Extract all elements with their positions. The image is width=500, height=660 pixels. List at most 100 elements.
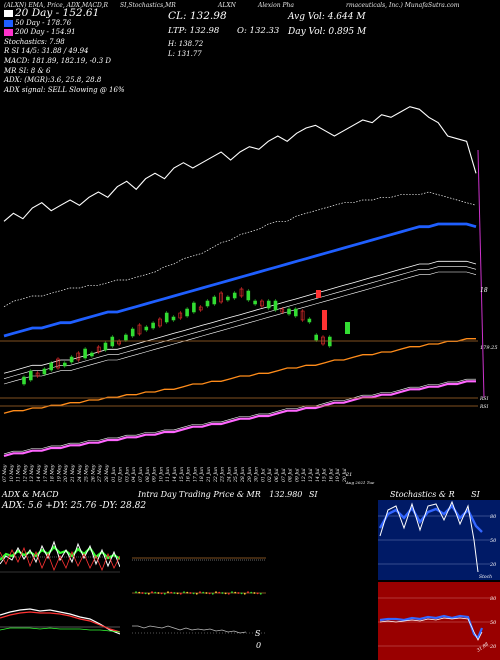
x-axis-tick-label: 23 Jun: [220, 467, 226, 483]
x-axis-tick-label: 02 Jun: [118, 467, 124, 482]
intraday-price-dot: [218, 591, 221, 594]
x-axis-tick-label: 02 Jul: [267, 468, 273, 482]
intraday-si: SI: [308, 490, 318, 499]
intraday-price-dot: [151, 591, 153, 594]
stochastics-readout: Stochastics: 7.98: [4, 37, 65, 46]
intraday-price-dot: [144, 592, 147, 595]
intraday-value: 132.980: [269, 490, 303, 499]
pink-ma-white-core: [3, 378, 476, 455]
mrsi-panel-bg: [378, 582, 500, 660]
x-axis-tick-label: 06 Jul: [274, 468, 280, 482]
x-axis-tick-label: 11 May: [16, 464, 22, 482]
x-axis-tick-label: 19 May: [56, 464, 62, 482]
ema50-lower-band-3: [3, 271, 477, 385]
adx-macd-panel: [0, 512, 120, 660]
adx-minus-line: [0, 546, 120, 572]
x-axis-tick-label: 09 Jun: [152, 467, 158, 482]
x-axis-tick-label: 08 Jul: [288, 468, 294, 482]
intraday-price-dot: [176, 592, 179, 595]
mrsi-tick-20: 20: [489, 644, 497, 650]
x-axis-tick-label: 04 Jun: [131, 467, 137, 482]
adx-readout: ADX: (MGR):3.6, 25.8, 28.8: [4, 76, 102, 85]
ema200-orange-line: [3, 338, 476, 414]
macd-line: [0, 608, 120, 635]
x-axis-tick-label: 24 May: [77, 464, 83, 483]
header-top-mid: SI,Stochastics,MR: [120, 2, 176, 9]
ema50-lower-band-1: [3, 260, 477, 374]
intraday-price-dot: [189, 592, 192, 594]
close-price-line: [3, 106, 477, 222]
x-axis-tick-label: 09 Jul: [294, 468, 300, 482]
macd-readout: MACD: 181.89, 182.19, -0.3 D: [4, 56, 111, 65]
x-axis-tick-label: 24 Jun: [226, 467, 232, 483]
ema200-swatch: [4, 29, 13, 37]
x-axis-tick-label: 07 May: [2, 464, 8, 482]
intraday-price-dot: [163, 592, 166, 595]
intraday-price-dot: [183, 591, 185, 594]
x-axis-tick-label: 17 May: [43, 464, 49, 482]
x-axis-tick-label: 27 May: [97, 464, 103, 483]
intraday-price-dot: [157, 592, 160, 594]
stoch-tick-20: 20: [489, 562, 497, 568]
stoch-tick-50: 50: [490, 538, 497, 544]
avg-volume: Avg Vol: 4.644 M: [288, 12, 366, 22]
stoch-rsi-panel: 80 50 20 Stoch 80 50 20 31.88: [378, 500, 500, 660]
mr-readout: MR SI: 8 & 6: [4, 66, 51, 75]
intraday-price-dot: [192, 592, 195, 595]
intraday-price-dot: [154, 591, 157, 594]
price-candle-large: [322, 310, 327, 330]
intraday-price-dots: [135, 591, 262, 595]
ema50-blue-line: [3, 222, 477, 338]
adx-panel-bg: [0, 512, 120, 660]
macd-histogram-line: [0, 627, 120, 633]
header-top-mid2: ALXN: [218, 2, 236, 9]
x-axis-tick-label: 03 Jun: [124, 467, 130, 482]
intraday-zero-label: 0: [256, 641, 261, 650]
adx-panel-values: ADX: 5.6 +DY: 25.76 -DY: 28.82: [2, 501, 147, 511]
intraday-price-dot: [250, 591, 253, 594]
intraday-panel-title: Intra Day Trading Price & MR 132.980 SI: [138, 490, 318, 499]
level-label-b: 179.25: [480, 345, 498, 351]
price-candle-large: [316, 290, 321, 298]
x-axis-tick-label: 12 Jul: [301, 468, 307, 482]
macd-signal-line: [0, 611, 120, 633]
intraday-price-dot: [186, 591, 189, 594]
legend-ema50: 50 Day - 178.76: [4, 19, 125, 29]
intraday-price-dot: [237, 592, 240, 594]
intraday-price-dot: [259, 592, 262, 595]
stoch-panel-title: Stochastics & R SI: [390, 490, 480, 499]
legend-ema200: 200 Day - 154.91: [4, 28, 125, 38]
x-axis-tick-label: 07 Jun: [138, 467, 144, 482]
x-axis-tick-label: 19 Jul: [335, 468, 341, 482]
day-volume: Day Vol: 0.895 M: [288, 27, 367, 37]
header-top-left: (ALXN) EMA, Price, ADX,MACD,R: [4, 2, 109, 9]
intraday-price-dot: [147, 592, 150, 595]
x-axis-tick-label: 26 May: [90, 464, 96, 483]
stoch-tick-80: 80: [490, 514, 497, 520]
ema20-dotted-line: [3, 191, 477, 308]
adx-signal: ADX signal: SELL Slowing @ 16%: [4, 85, 125, 94]
x-axis-tick-label: 28 May: [104, 464, 110, 483]
intraday-price-dot: [160, 592, 163, 595]
x-axis-tick-label: 21 Jun: [206, 467, 212, 483]
x-axis-tick-label: 16 Jun: [186, 467, 192, 482]
x-axis-tick-label: 13 May: [29, 464, 35, 482]
x-axis-tick-label: 25 May: [84, 464, 90, 483]
legend-ema20: 20 Day - 152.61: [4, 8, 125, 19]
intraday-price-dot: [227, 592, 230, 595]
intraday-price-dot: [231, 591, 233, 594]
ema20-swatch: [4, 10, 13, 18]
adx-plus-line: [0, 540, 120, 568]
x-axis-tick-label: 30 Jun: [254, 467, 260, 482]
level-label-c1: RSI: [479, 396, 488, 402]
stoch-k-line: [379, 500, 479, 573]
header-top-right: Alexion Pha: [258, 2, 294, 9]
ema50-lower-band-2: [3, 266, 477, 379]
header-top-right2: rmaceuticals, Inc.) MunafaSutra.com: [346, 2, 460, 9]
x-axis-tick-label: 14 Jun: [172, 467, 178, 482]
intraday-price-dot: [234, 591, 237, 594]
x-axis-tick-label: 01 Jul: [260, 468, 266, 482]
x-axis-tick-label: 12 May: [22, 464, 28, 482]
intraday-price-dot: [141, 592, 144, 594]
x-axis-tick-label: 10 May: [9, 464, 15, 482]
